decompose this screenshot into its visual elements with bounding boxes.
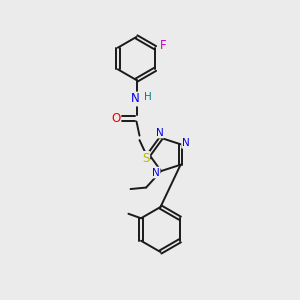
Text: N: N (131, 92, 140, 106)
Text: N: N (152, 167, 160, 178)
Text: N: N (182, 138, 190, 148)
Text: F: F (160, 39, 167, 52)
Text: N: N (156, 128, 164, 138)
Text: S: S (142, 152, 149, 165)
Text: H: H (144, 92, 152, 102)
Text: O: O (111, 112, 120, 125)
